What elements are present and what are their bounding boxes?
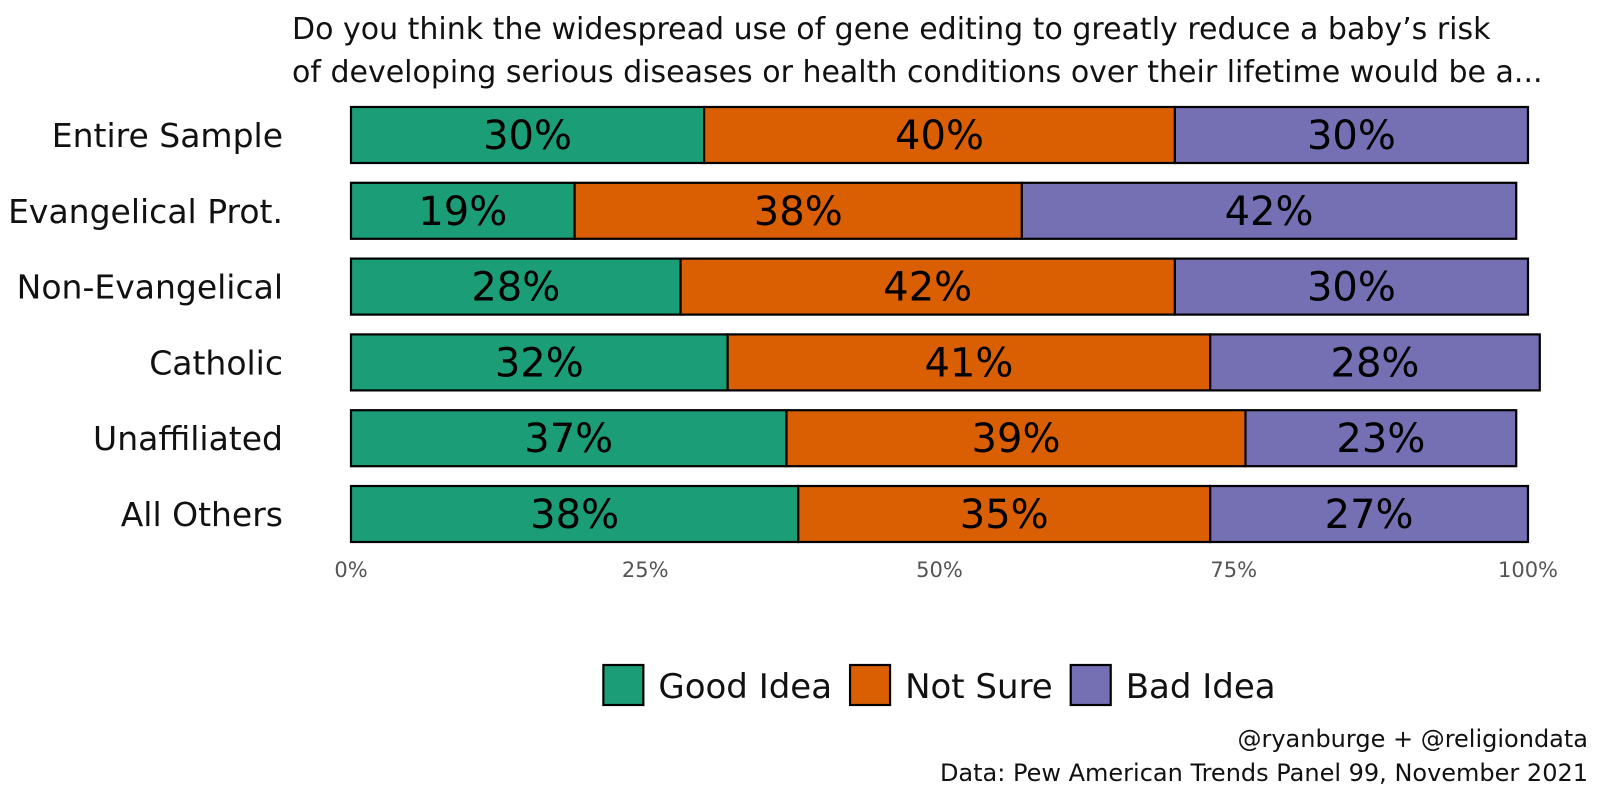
bar-segment-not-sure-unaffiliated [785, 409, 1247, 468]
bar-segment-not-sure-entire-sample [702, 105, 1176, 165]
data-label-good-idea-all-others: 38% [530, 492, 619, 538]
legend-swatch-bad-idea [1069, 663, 1112, 707]
data-label-not-sure-evangelical-prot: 38% [754, 189, 843, 235]
chart-title-line-1: Do you think the widespread use of gene … [292, 12, 1491, 47]
bar-row-unaffiliated: 37% 39% 23% [349, 409, 1518, 468]
bar-segment-good-idea-all-others [349, 484, 800, 544]
category-label-unaffiliated: Unaffiliated [93, 419, 283, 458]
bar-row-catholic: 32% 41% 28% [349, 333, 1541, 392]
plot-area: 30% 40% 30%19% 38% 42%28% 42% 30%32% 41% 28%37% 3… [349, 105, 1541, 544]
data-label-bad-idea-evangelical-prot: 42% [1225, 189, 1314, 235]
bar-segment-bad-idea-non-evangelical [1173, 257, 1530, 316]
bar-segment-not-sure-non-evangelical [679, 257, 1176, 316]
data-label-not-sure-entire-sample: 40% [895, 113, 984, 159]
x-axis: 0% 25% 50% 75% 100% [334, 558, 1558, 582]
data-label-good-idea-non-evangelical: 28% [471, 265, 560, 311]
data-label-good-idea-unaffiliated: 37% [524, 416, 613, 462]
category-label-entire-sample: Entire Sample [52, 116, 283, 155]
x-tick-label-75: 75% [1210, 558, 1257, 582]
legend-item-good-idea: Good Idea [602, 663, 832, 707]
data-label-good-idea-evangelical-prot: 19% [418, 189, 507, 235]
category-label-all-others: All Others [121, 495, 283, 534]
data-label-bad-idea-unaffiliated: 23% [1336, 416, 1425, 462]
legend-label-not-sure: Not Sure [905, 667, 1053, 707]
legend-label-good-idea: Good Idea [658, 667, 832, 707]
bar-segment-good-idea-non-evangelical [349, 257, 682, 316]
data-label-not-sure-catholic: 41% [924, 340, 1013, 386]
bar-segment-bad-idea-catholic [1209, 333, 1541, 392]
bar-segment-good-idea-unaffiliated [349, 409, 788, 468]
bar-segment-not-sure-evangelical-prot [573, 181, 1023, 240]
bar-row-evangelical-prot: 19% 38% 42% [349, 181, 1518, 240]
legend-label-bad-idea: Bad Idea [1126, 667, 1276, 707]
x-tick-label-50: 50% [916, 558, 963, 582]
x-tick-label-0: 0% [334, 558, 367, 582]
bar-row-all-others: 38% 35% 27% [349, 484, 1530, 544]
bar-segment-not-sure-all-others [797, 484, 1212, 544]
chart-title-line-2: of developing serious diseases or health… [292, 55, 1543, 90]
bar-segment-bad-idea-all-others [1209, 484, 1530, 544]
data-label-not-sure-non-evangelical: 42% [883, 265, 972, 311]
category-label-evangelical-prot: Evangelical Prot. [8, 192, 283, 231]
chart-title: Do you think the widespread use of gene … [292, 12, 1543, 90]
bar-row-non-evangelical: 28% 42% 30% [349, 257, 1530, 316]
bar-segment-bad-idea-entire-sample [1173, 105, 1530, 165]
bar-segment-bad-idea-evangelical-prot [1020, 181, 1518, 240]
caption-credit: @ryanburge + @religiondata [1237, 725, 1588, 753]
caption: @ryanburge + @religiondata Data: Pew Ame… [940, 725, 1588, 787]
legend-swatch-good-idea [602, 663, 645, 707]
x-tick-label-100: 100% [1498, 558, 1558, 582]
legend-swatch-not-sure [848, 663, 892, 707]
caption-source: Data: Pew American Trends Panel 99, Nove… [940, 759, 1588, 787]
bar-row-entire-sample: 30% 40% 30% [349, 105, 1530, 165]
legend-item-bad-idea: Bad Idea [1069, 663, 1276, 707]
data-label-bad-idea-catholic: 28% [1331, 340, 1420, 386]
data-label-bad-idea-entire-sample: 30% [1307, 113, 1396, 159]
data-label-bad-idea-all-others: 27% [1325, 492, 1414, 538]
category-label-non-evangelical: Non-Evangelical [17, 268, 283, 307]
data-label-good-idea-entire-sample: 30% [483, 113, 572, 159]
data-label-not-sure-unaffiliated: 39% [972, 416, 1061, 462]
bar-segment-good-idea-catholic [349, 333, 729, 392]
x-tick-label-25: 25% [622, 558, 669, 582]
legend: Good Idea Not Sure Bad Idea [602, 663, 1276, 707]
bar-segment-bad-idea-unaffiliated [1244, 409, 1518, 468]
legend-item-not-sure: Not Sure [848, 663, 1053, 707]
y-axis-labels: Entire Sample Evangelical Prot. Non-Evange… [8, 116, 283, 534]
data-label-bad-idea-non-evangelical: 30% [1307, 265, 1396, 311]
bar-segment-good-idea-entire-sample [349, 105, 706, 165]
data-label-good-idea-catholic: 32% [495, 340, 584, 386]
category-label-catholic: Catholic [149, 343, 283, 382]
data-label-not-sure-all-others: 35% [960, 492, 1049, 538]
